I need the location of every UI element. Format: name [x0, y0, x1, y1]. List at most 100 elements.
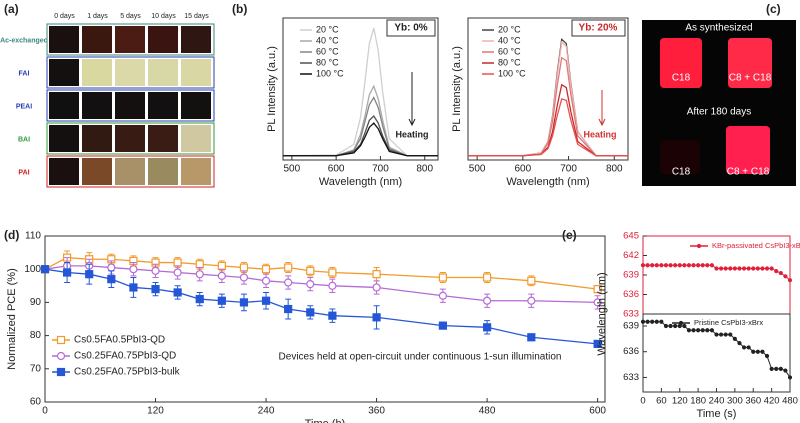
data-point: [764, 353, 770, 359]
arrow-label: Heating: [395, 129, 428, 139]
data-point: [691, 328, 696, 333]
y-tick-label: 80: [30, 330, 42, 341]
photo-cell: [49, 26, 79, 53]
data-point: [593, 298, 602, 307]
data-point: [372, 313, 381, 322]
data-point: [718, 332, 724, 337]
data-point: [673, 263, 678, 268]
x-tick-label: 480: [782, 396, 798, 407]
data-point: [769, 366, 774, 371]
data-point: [284, 304, 293, 314]
photo-cell: [181, 59, 211, 86]
photo-cell: [49, 125, 79, 152]
photo-cell: [49, 59, 79, 86]
caption: C8 + C18: [727, 167, 770, 178]
y-tick-label: 633: [623, 372, 639, 383]
vial: [726, 126, 770, 174]
legend-label: 60 °C: [316, 46, 339, 56]
data-point: [239, 263, 249, 272]
panel-label: (b): [232, 2, 247, 16]
data-point: [732, 336, 737, 341]
legend-label: Cs0.5FA0.5PbI3-QD: [74, 335, 165, 346]
x-axis-label: Wavelength (nm): [506, 176, 589, 188]
data-point: [650, 319, 655, 324]
x-tick-label: 480: [479, 406, 496, 417]
series-line: [468, 40, 628, 157]
data-point: [650, 263, 655, 268]
photo-cell: [82, 158, 112, 185]
data-point: [700, 328, 705, 333]
x-tick-label: 120: [672, 396, 688, 407]
series-line: [468, 98, 628, 157]
y-tick-label: 636: [623, 289, 639, 300]
legend-marker: [678, 320, 684, 326]
data-point: [645, 319, 650, 324]
row-label: PAI: [18, 169, 29, 176]
legend-label: Cs0.25FA0.75PbI3-QD: [74, 351, 176, 362]
series-line: [283, 114, 438, 157]
legend-marker: [56, 335, 66, 345]
column-header: 10 days: [151, 13, 176, 20]
data-point: [640, 263, 646, 268]
data-point: [195, 294, 204, 304]
data-point: [195, 270, 204, 279]
photo-cell: [148, 158, 178, 185]
x-tick-label: 120: [147, 406, 164, 417]
panel-label: (d): [4, 228, 19, 242]
photo-cell: [115, 158, 145, 185]
legend-label: 100 °C: [498, 68, 526, 78]
series-line: [283, 122, 438, 157]
series-line: [643, 321, 791, 378]
data-point: [723, 332, 728, 337]
x-tick-label: 300: [727, 396, 743, 407]
arrow-label: Heating: [583, 129, 616, 139]
data-point: [705, 328, 710, 333]
photo-cell: [181, 26, 211, 53]
y-tick-label: 633: [623, 309, 639, 320]
data-point: [239, 273, 249, 282]
photo-cell: [115, 59, 145, 86]
y-tick-label: 70: [30, 363, 42, 374]
photo-cell: [148, 59, 178, 86]
data-point: [709, 263, 715, 268]
x-tick-label: 600: [328, 164, 345, 175]
x-tick-label: 700: [560, 164, 577, 175]
data-point: [306, 266, 315, 275]
data-point: [691, 263, 696, 268]
y-axis-label: Normalized PCE (%): [6, 268, 18, 369]
plot-frame: [44, 235, 606, 403]
data-point: [654, 319, 659, 324]
data-point: [173, 268, 182, 277]
data-point: [778, 270, 783, 276]
data-point: [686, 263, 692, 268]
data-point: [659, 319, 664, 324]
arrow: [408, 72, 416, 127]
x-tick-label: 500: [284, 164, 301, 175]
legend-label: 80 °C: [316, 57, 339, 67]
data-point: [682, 263, 687, 268]
data-point: [705, 263, 710, 268]
data-point: [217, 261, 226, 270]
data-point: [328, 268, 337, 277]
data-point: [483, 323, 492, 332]
series-line: [44, 268, 598, 345]
data-point: [261, 276, 271, 285]
data-point: [40, 265, 50, 274]
data-point: [723, 266, 728, 271]
data-point: [787, 375, 793, 380]
series-line: [282, 27, 438, 157]
vial: [728, 38, 772, 88]
x-axis-label: Time (s): [697, 408, 737, 420]
data-point: [778, 366, 783, 371]
data-point: [107, 263, 116, 272]
row-label: BAI: [18, 136, 30, 143]
caption: C18: [672, 167, 691, 178]
legend-label: 40 °C: [498, 35, 521, 45]
data-point: [755, 266, 760, 271]
data-point: [640, 319, 646, 324]
data-point: [483, 273, 492, 282]
data-point: [438, 273, 447, 282]
data-point: [372, 270, 381, 279]
vial: [660, 140, 700, 174]
y-tick-label: 60: [30, 397, 42, 408]
